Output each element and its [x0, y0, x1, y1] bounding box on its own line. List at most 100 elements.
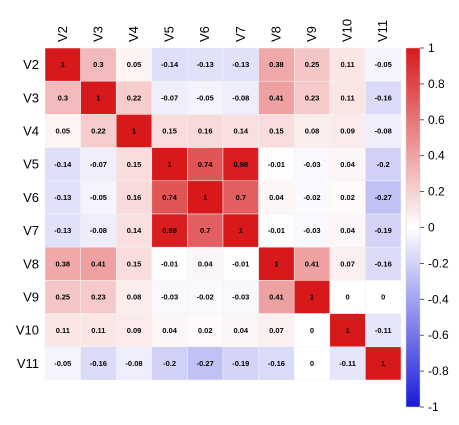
cell-value-label: -0.05 — [54, 359, 71, 368]
cell-value-label: -0.02 — [303, 193, 320, 202]
cell-value-label: 1 — [132, 127, 136, 136]
cell-value-label: 0.41 — [91, 259, 106, 268]
heatmap-cell — [187, 313, 224, 348]
heatmap-cell — [44, 246, 81, 281]
column-label: V6 — [197, 26, 212, 42]
column-label: V2 — [55, 26, 70, 42]
heatmap-cell — [293, 246, 331, 281]
heatmap-cell — [365, 246, 402, 281]
cell-value-label: 0.11 — [341, 60, 355, 69]
row-label: V3 — [23, 90, 39, 105]
cell-value-label: 0.07 — [340, 259, 355, 268]
cell-value-label: -0.01 — [268, 160, 285, 169]
cell-value-label: -0.19 — [375, 226, 392, 235]
heatmap-cell — [151, 313, 188, 348]
colorbar-tick-label: 1 — [428, 41, 435, 55]
colorbar-tick-label: -1 — [428, 400, 439, 414]
row-label: V6 — [23, 190, 39, 205]
heatmap-cell — [187, 180, 224, 215]
row-label: V2 — [23, 57, 39, 72]
cell-value-label: 0.04 — [340, 160, 355, 169]
heatmap-cell — [329, 80, 366, 115]
cell-value-label: 0.22 — [127, 93, 142, 102]
cell-value-label: 0.15 — [127, 259, 142, 268]
cell-value-label: 0.23 — [91, 293, 106, 302]
heatmap-cells — [44, 47, 402, 381]
cell-value-label: 0.09 — [127, 326, 142, 335]
heatmap-cell — [329, 346, 366, 381]
row-label: V9 — [23, 290, 39, 305]
row-labels: V2 V3 V4 V5 V6 V7 V8 V9 V10 V11 — [16, 57, 39, 371]
heatmap-cell — [258, 147, 295, 182]
heatmap-cell — [187, 213, 224, 248]
heatmap-cell — [293, 147, 331, 182]
heatmap-cell — [187, 346, 224, 381]
heatmap-cell — [151, 47, 188, 82]
heatmap-cell — [293, 80, 331, 115]
heatmap-cell — [44, 47, 81, 82]
cell-value-label: -0.05 — [197, 93, 214, 102]
cell-value-label: 0.11 — [341, 93, 355, 102]
cell-value-label: 0.41 — [269, 293, 284, 302]
heatmap-cell — [365, 280, 402, 314]
cell-value-label: 1 — [61, 60, 65, 69]
cell-value-label: 0.15 — [269, 127, 284, 136]
heatmap-cell — [329, 246, 366, 281]
cell-value-label: -0.16 — [375, 93, 392, 102]
cell-value-label: -0.11 — [339, 359, 356, 368]
cell-value-label: 1 — [203, 193, 207, 202]
cell-value-label: 0.41 — [305, 259, 320, 268]
cell-value-label: -0.03 — [303, 226, 320, 235]
cell-value-label: -0.07 — [161, 93, 178, 102]
cell-value-label: 0.02 — [198, 326, 213, 335]
cell-value-label: -0.2 — [377, 160, 390, 169]
cell-value-label: 0 — [310, 326, 314, 335]
cell-value-label: 0.04 — [198, 259, 213, 268]
row-label: V10 — [16, 323, 39, 338]
cell-value-label: 0.3 — [93, 60, 103, 69]
cell-value-label: -0.08 — [375, 127, 392, 136]
heatmap-cell — [365, 114, 402, 148]
heatmap-cell — [115, 313, 153, 348]
cell-value-label: 0.7 — [200, 226, 210, 235]
column-label: V3 — [90, 26, 105, 42]
heatmap-cell — [80, 180, 117, 215]
cell-value-label: -0.01 — [161, 259, 178, 268]
row-label: V4 — [23, 124, 39, 139]
heatmap-cell — [187, 280, 224, 314]
heatmap-cell — [293, 346, 331, 381]
column-label: V9 — [304, 26, 319, 42]
heatmap-cell — [222, 346, 259, 381]
cell-value-label: 0.08 — [127, 293, 142, 302]
cell-value-label: 0.11 — [56, 326, 70, 335]
heatmap-cell — [258, 80, 295, 115]
heatmap-cell — [293, 280, 331, 314]
heatmap-cell — [293, 114, 331, 148]
cell-value-label: 0.74 — [198, 160, 213, 169]
colorbar-tick-label: 0.2 — [428, 185, 445, 199]
cell-value-label: 0.05 — [55, 127, 70, 136]
cell-value-label: -0.2 — [163, 359, 176, 368]
heatmap-cell — [329, 213, 366, 248]
heatmap-cell — [365, 147, 402, 182]
cell-value-label: -0.27 — [375, 193, 392, 202]
heatmap-cell — [365, 313, 402, 348]
heatmap-cell — [365, 47, 402, 82]
colorbar-gradient — [405, 47, 421, 408]
cell-value-label: -0.14 — [161, 60, 179, 69]
heatmap-cell — [115, 213, 153, 248]
column-label: V8 — [268, 26, 283, 42]
heatmap-cell — [258, 313, 295, 348]
heatmap-cell — [293, 47, 331, 82]
cell-value-label: -0.27 — [197, 359, 214, 368]
heatmap-cell-values: 1 0.3 0.05 -0.14 -0.13 -0.13 0.38 0.25 0.11 -0.05… — [54, 60, 392, 368]
heatmap-cell — [115, 47, 153, 82]
heatmap-cell — [329, 313, 366, 348]
cell-value-label: 0 — [381, 293, 385, 302]
heatmap-cell — [80, 114, 117, 148]
cell-value-label: -0.13 — [54, 226, 71, 235]
cell-value-label: 0.08 — [305, 127, 320, 136]
cell-value-label: 0.04 — [233, 326, 248, 335]
cell-value-label: 0.38 — [55, 259, 70, 268]
heatmap-cell — [80, 47, 117, 82]
